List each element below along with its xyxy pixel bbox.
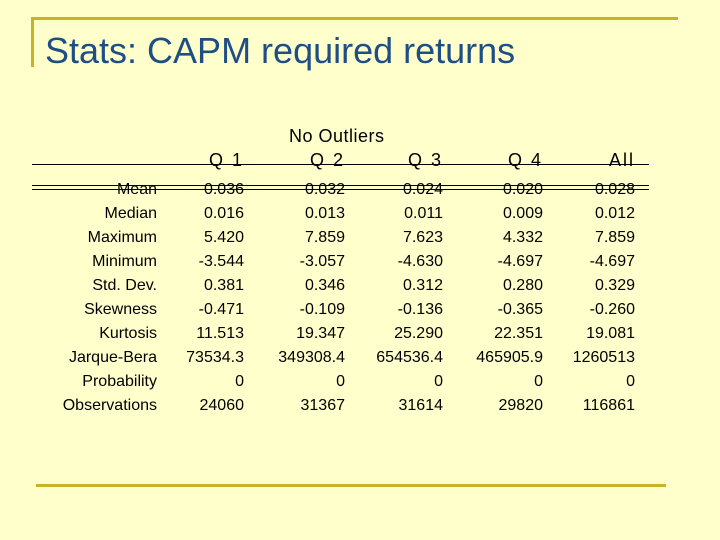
table-cell: 0.009 [502,205,543,222]
table-cell: -4.697 [497,253,543,270]
table-cell: -0.260 [589,301,635,318]
header-double-rule-bottom [32,189,649,190]
table-cell: 0.346 [304,277,345,294]
table-cell: -0.109 [299,301,345,318]
table-cell: 349308.4 [278,349,345,366]
table-cell: 0.013 [304,205,345,222]
column-header: All [608,150,635,170]
table-cell: 25.290 [394,325,443,342]
table-cell: -0.365 [497,301,543,318]
table-cell: 73534.3 [186,349,244,366]
row-label: Jarque-Bera [68,349,157,366]
table-cell: 7.623 [402,229,443,246]
table-cell: 0.011 [404,205,443,222]
table-cell: 7.859 [304,229,345,246]
table-cell: 0.016 [203,205,244,222]
row-label: Skewness [84,301,157,318]
table-cell: 4.332 [502,229,543,246]
column-header: Q 2 [309,150,345,170]
header-rule [32,164,649,165]
table-cell: 0 [336,373,345,390]
row-label: Mean [116,181,157,198]
table-cell: 0.381 [203,277,244,294]
table-cell: 1260513 [572,349,635,366]
table-cell: 0 [434,373,443,390]
table-cell: 11.513 [196,325,244,342]
column-header: Q 4 [507,150,543,170]
table-subtitle: No Outliers [289,126,385,146]
table-cell: 116861 [582,397,635,414]
table-cell: 31367 [300,397,346,414]
row-label: Observations [62,397,157,414]
table-cell: 0 [235,373,244,390]
row-label: Probability [82,373,157,390]
table-cell: -0.136 [397,301,443,318]
table-cell: 0.329 [594,277,635,294]
table-cell: 22.351 [494,325,543,342]
table-cell: 31614 [398,397,444,414]
top-left-frame-rule [31,17,678,67]
slide-title: Stats: CAPM required returns [45,30,516,71]
column-header: Q 3 [407,150,443,170]
table-cell: 465905.9 [476,349,543,366]
row-label: Std. Dev. [92,277,157,294]
table-cell: 0.280 [502,277,543,294]
row-label: Kurtosis [99,325,157,342]
table-cell: 24060 [199,397,245,414]
table-cell: 19.347 [296,325,345,342]
header-double-rule-top [32,185,649,186]
table-cell: 0.312 [402,277,443,294]
table-cell: -4.697 [589,253,635,270]
table-cell: 0.036 [203,181,244,198]
table-cell: 0.020 [502,181,543,198]
column-header: Q 1 [208,150,244,170]
row-label: Median [104,205,157,222]
table-cell: -4.630 [397,253,443,270]
row-label: Maximum [87,229,157,246]
row-label: Minimum [92,253,157,270]
table-cell: 29820 [498,397,544,414]
table-cell: 5.420 [203,229,244,246]
table-cell: 0.028 [594,181,635,198]
table-cell: -3.057 [299,253,345,270]
table-cell: 0.024 [402,181,443,198]
table-cell: 0 [626,373,635,390]
table-cell: 7.859 [594,229,635,246]
table-cell: -3.544 [198,253,244,270]
table-cell: 19.081 [586,325,635,342]
table-cell: 654536.4 [376,349,443,366]
table-cell: 0 [534,373,543,390]
table-cell: 0.032 [304,181,345,198]
bottom-rule [36,484,666,487]
table-cell: 0.012 [594,205,635,222]
table-cell: -0.471 [198,301,244,318]
